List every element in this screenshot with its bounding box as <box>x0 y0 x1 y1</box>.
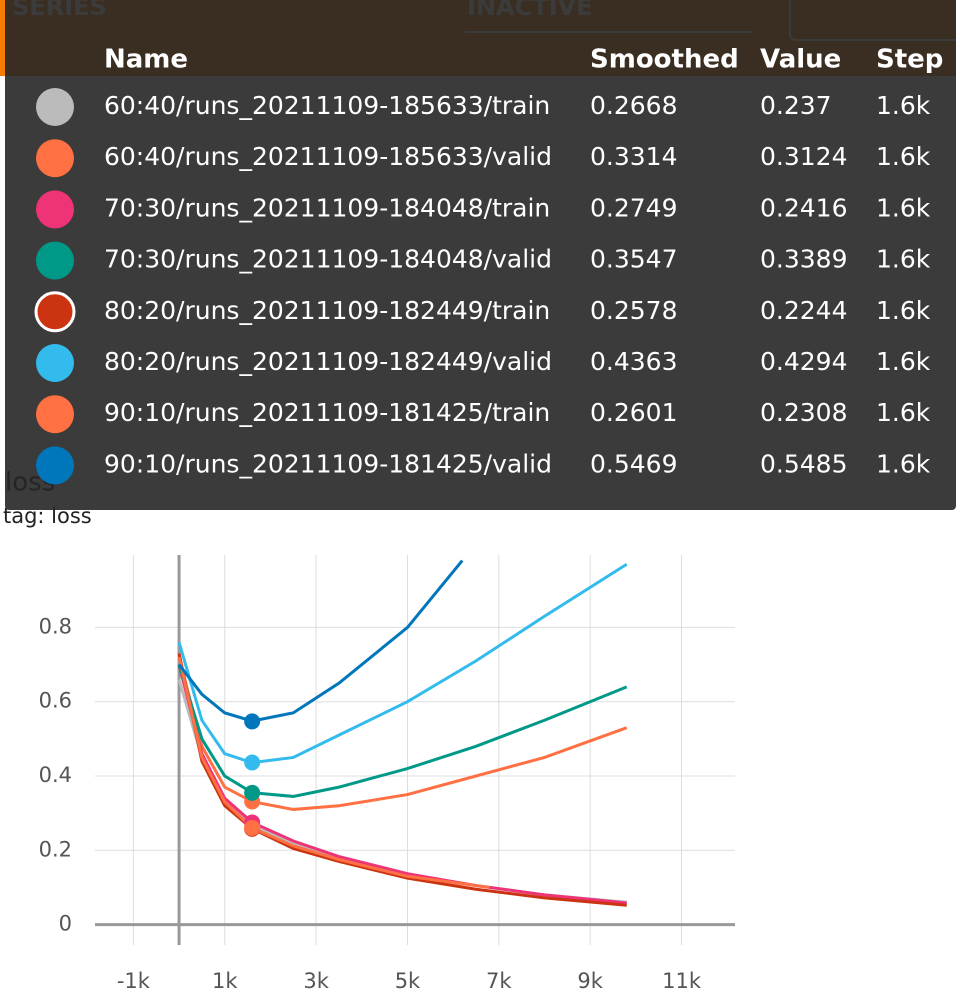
run-name: 80:20/runs_20211109-182449/train <box>104 296 550 325</box>
hover-marker <box>244 754 261 771</box>
x-tick-label: -1k <box>117 969 151 993</box>
raw-value: 0.237 <box>760 91 832 120</box>
smoothed-value: 0.3314 <box>590 142 677 171</box>
hover-marker <box>244 713 261 730</box>
step: 1.6k <box>876 91 931 120</box>
series-line <box>177 664 628 798</box>
legend-swatch <box>34 291 76 333</box>
y-tick-label: 0.2 <box>39 837 72 861</box>
tooltip: Name Smoothed Value Step 60:40/runs_20211109… <box>34 45 943 485</box>
raw-value: 0.5485 <box>760 449 847 478</box>
y-tick-label: 0.4 <box>39 763 72 787</box>
legend-swatch <box>36 344 74 382</box>
y-tick-label: 0 <box>59 912 72 936</box>
series-line <box>177 653 627 907</box>
run-name: 90:10/runs_20211109-181425/train <box>104 398 550 427</box>
x-tick-label: 1k <box>212 969 238 993</box>
tooltip-header: Step <box>876 45 943 75</box>
run-name: 70:30/runs_20211109-184048/train <box>104 193 550 222</box>
run-name: 70:30/runs_20211109-184048/valid <box>104 245 552 274</box>
legend-swatch <box>36 139 74 178</box>
raw-value: 0.4294 <box>760 347 847 376</box>
smoothed-value: 0.3547 <box>590 245 677 274</box>
x-tick-label: 11k <box>662 969 702 993</box>
legend-swatch <box>36 446 74 485</box>
hover-marker <box>244 784 261 801</box>
smoothed-value: 0.2668 <box>590 91 677 120</box>
run-name: 60:40/runs_20211109-185633/valid <box>104 142 552 171</box>
run-name: 90:10/runs_20211109-181425/valid <box>104 449 552 478</box>
raw-value: 0.3389 <box>760 245 847 274</box>
step: 1.6k <box>876 398 931 427</box>
smoothed-value: 0.2749 <box>590 193 677 222</box>
step: 1.6k <box>876 449 931 478</box>
legend-swatch <box>36 190 74 229</box>
smoothed-value: 0.4363 <box>590 347 677 376</box>
series-line <box>177 563 628 765</box>
raw-value: 0.2416 <box>760 193 847 222</box>
smoothed-value: 0.2601 <box>590 398 677 427</box>
x-tick-label: 5k <box>395 969 421 993</box>
plot: -1k 1k 3k 5k 7k 9k 11k 0 0.2 0.4 0.6 0.8 <box>39 555 735 993</box>
legend-swatch <box>36 395 74 434</box>
x-tick-label: 9k <box>577 969 603 993</box>
series-line <box>177 664 627 905</box>
tooltip-header: Value <box>760 45 841 75</box>
tooltip-header: Name <box>104 45 188 75</box>
smoothed-value: 0.2578 <box>590 296 677 325</box>
x-tick-label: 3k <box>303 969 329 993</box>
y-tick-label: 0.8 <box>39 614 72 638</box>
hover-marker <box>244 819 261 836</box>
step: 1.6k <box>876 193 931 222</box>
step: 1.6k <box>876 296 931 325</box>
run-name: 60:40/runs_20211109-185633/train <box>104 91 550 120</box>
series-line <box>177 656 490 889</box>
raw-value: 0.2244 <box>760 296 847 325</box>
series-line <box>177 656 628 811</box>
x-tick-label: 7k <box>486 969 512 993</box>
series-line <box>177 559 464 723</box>
raw-value: 0.3124 <box>760 142 847 171</box>
smoothed-value: 0.5469 <box>590 449 677 478</box>
tooltip-box <box>5 0 956 510</box>
raw-value: 0.2308 <box>760 398 847 427</box>
y-tick-label: 0.6 <box>39 689 72 713</box>
step: 1.6k <box>876 347 931 376</box>
legend-swatch <box>36 88 74 126</box>
step: 1.6k <box>876 245 931 274</box>
tooltip-header: Smoothed <box>590 45 739 75</box>
run-name: 80:20/runs_20211109-182449/valid <box>104 347 552 376</box>
legend-swatch <box>36 241 74 280</box>
step: 1.6k <box>876 142 931 171</box>
